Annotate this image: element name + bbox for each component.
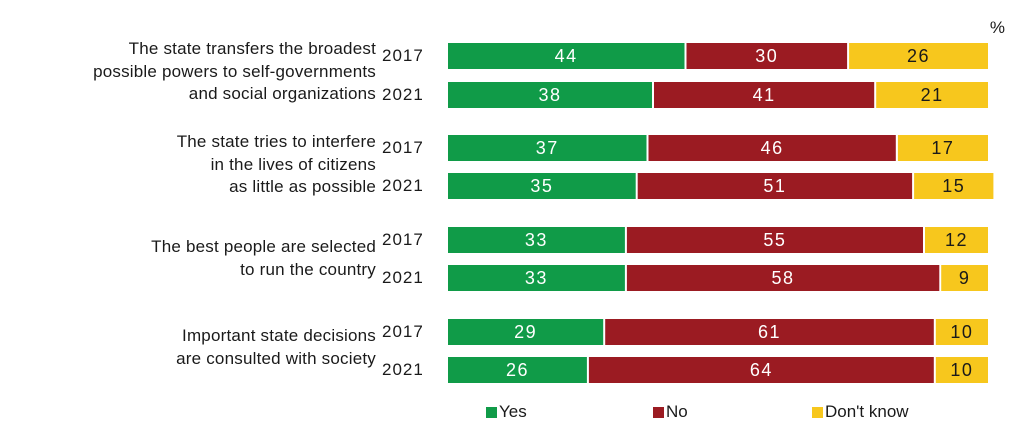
bar-no [626,227,923,253]
data-label: 10 [950,322,973,342]
data-label: 41 [753,85,776,105]
bar-dontknow [897,135,988,161]
legend-swatch [653,406,664,418]
year-label: 2017 [382,230,424,249]
legend-label: Yes [499,402,527,421]
data-label: 21 [921,85,944,105]
category-label: Important state decisions are consulted … [176,326,376,368]
data-label: 58 [771,268,794,288]
unit-label: % [989,18,1005,37]
bar-yes [448,265,625,291]
data-label: 9 [959,268,971,288]
bar-dontknow [935,319,988,345]
year-label: 2021 [382,360,424,379]
category-label: The state transfers the broadest possibl… [93,39,376,103]
legend-item-yes: Yes [486,402,527,422]
data-label: 10 [950,360,973,380]
legend-item-dontknow: Don't know [812,402,909,422]
bar-yes [448,135,647,161]
bar-yes [448,82,652,108]
data-label: 55 [763,230,786,250]
data-label: 26 [907,46,930,66]
bar-dontknow [925,227,988,253]
year-label: 2021 [382,176,424,195]
bar-dontknow [849,43,988,69]
data-label: 37 [536,138,559,158]
data-label: 35 [530,176,553,196]
category-label: The best people are selected to run the … [151,237,376,279]
data-label: 38 [538,85,561,105]
data-label: 26 [506,360,529,380]
legend-item-no: No [653,402,688,422]
year-label: 2017 [382,138,424,157]
data-label: 12 [945,230,968,250]
data-label: 29 [514,322,537,342]
legend-swatch [486,406,497,418]
data-label: 46 [761,138,784,158]
year-label: 2017 [382,46,424,65]
data-label: 44 [555,46,578,66]
bar-no [637,173,913,199]
bar-yes [448,319,604,345]
year-label: 2017 [382,322,424,341]
bar-no [686,43,848,69]
bar-no [648,135,896,161]
legend-label: Don't know [825,402,909,421]
data-label: 61 [758,322,781,342]
data-label: 64 [750,360,773,380]
bar-no [605,319,934,345]
bar-yes [448,173,636,199]
bar-no [626,265,940,291]
bar-no [654,82,875,108]
data-label: 17 [931,138,954,158]
year-label: 2021 [382,85,424,104]
bar-no [588,357,934,383]
bar-yes [448,357,587,383]
legend-swatch [812,406,823,418]
bar-dontknow [914,173,994,199]
bar-yes [448,43,685,69]
bar-dontknow [941,265,988,291]
bar-dontknow [876,82,988,108]
year-label: 2021 [382,268,424,287]
legend-label: No [666,402,688,421]
data-label: 33 [525,268,548,288]
data-label: 30 [755,46,778,66]
data-label: 33 [525,230,548,250]
data-label: 51 [763,176,786,196]
category-label: The state tries to interfere in the live… [176,132,376,196]
data-label: 15 [942,176,965,196]
bar-dontknow [935,357,988,383]
bar-yes [448,227,625,253]
